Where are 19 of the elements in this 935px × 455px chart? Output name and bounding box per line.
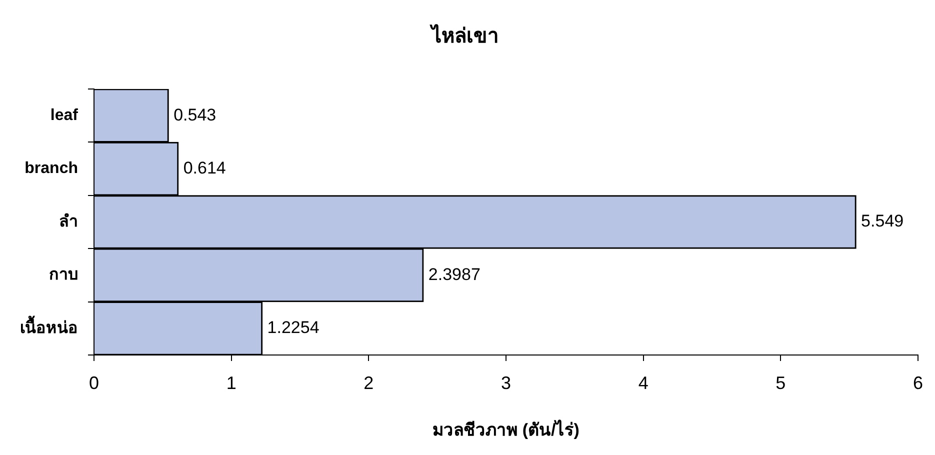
x-tick-label: 4 (638, 372, 648, 393)
chart-title: ไหล่เขา (430, 24, 498, 48)
data-label: 5.549 (861, 212, 904, 231)
x-tick-label: 2 (364, 372, 374, 393)
y-tick-label: ลำ (59, 212, 78, 230)
data-label: 1.2254 (267, 318, 320, 338)
data-label: 0.614 (183, 158, 226, 178)
data-label: 0.543 (174, 105, 216, 124)
x-tick-label: 3 (500, 372, 512, 393)
x-tick-label: 1 (226, 372, 236, 393)
x-tick-label: 0 (88, 372, 100, 393)
y-tick-label: กาบ (49, 266, 78, 284)
y-tick-label: leaf (50, 107, 79, 124)
x-tick-label: 5 (776, 372, 786, 393)
y-tick-label: branch (24, 160, 78, 178)
x-axis-title: มวลชีวภาพ (ตัน/ไร่) (432, 419, 580, 440)
data-label: 2.3987 (428, 264, 480, 284)
x-tick-label: 6 (912, 372, 923, 393)
y-tick-label: เนื้อหน่อ (20, 314, 78, 337)
